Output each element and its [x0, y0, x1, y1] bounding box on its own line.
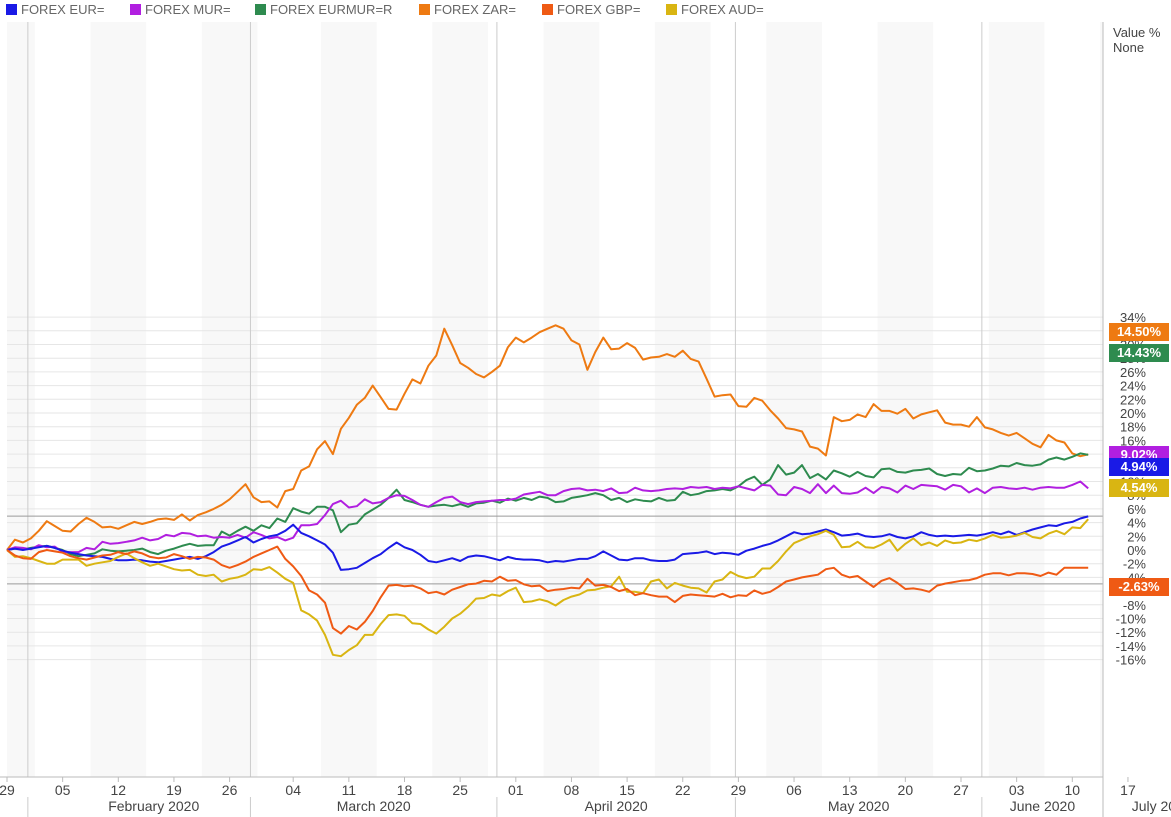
- value-axis-header: Value % None: [1113, 25, 1160, 55]
- x-tick-label: 10: [1065, 782, 1081, 798]
- x-tick-label: 08: [564, 782, 580, 798]
- y-tick-label: 24%: [1120, 379, 1146, 394]
- month-label: June 2020: [1010, 798, 1076, 814]
- end-value-tag: -2.63%: [1109, 578, 1169, 596]
- y-tick-label: 6%: [1127, 502, 1146, 517]
- y-tick-label: 4%: [1127, 516, 1146, 531]
- series-line-eurmurr: [6, 452, 1089, 558]
- legend-swatch: [255, 4, 266, 15]
- legend-label: FOREX AUD=: [681, 2, 764, 17]
- y-tick-label: 2%: [1127, 529, 1146, 544]
- legend-label: FOREX GBP=: [557, 2, 641, 17]
- x-tick-label: 22: [675, 782, 691, 798]
- x-tick-label: 18: [397, 782, 413, 798]
- month-label: May 2020: [828, 798, 890, 814]
- series-line-gbp: [6, 545, 1089, 635]
- x-tick-label: 19: [166, 782, 182, 798]
- y-tick-label: 20%: [1120, 406, 1146, 421]
- x-tick-label: 17: [1120, 782, 1136, 798]
- month-label: February 2020: [108, 798, 199, 814]
- legend-item[interactable]: FOREX MUR=: [130, 2, 231, 17]
- x-tick-label: 20: [898, 782, 914, 798]
- value-axis-mode: None: [1113, 40, 1145, 55]
- y-tick-label: 18%: [1120, 420, 1146, 435]
- y-tick-label: -16%: [1116, 653, 1147, 668]
- legend-bar: FOREX EUR= FOREX MUR= FOREX EURMUR=R FOREX …: [0, 0, 1171, 22]
- legend-item[interactable]: FOREX AUD=: [666, 2, 764, 17]
- end-value-tag: 4.54%: [1109, 479, 1169, 497]
- legend-swatch: [542, 4, 553, 15]
- y-tick-label: -10%: [1116, 612, 1147, 627]
- y-tick-label: -12%: [1116, 625, 1147, 640]
- legend-label: FOREX MUR=: [145, 2, 231, 17]
- month-label: July 2020: [1132, 798, 1171, 814]
- end-value-tag: 4.94%: [1109, 458, 1169, 476]
- series-line-aud: [6, 518, 1089, 658]
- x-tick-label: 05: [55, 782, 71, 798]
- y-tick-label: 16%: [1120, 433, 1146, 448]
- x-tick-label: 27: [953, 782, 969, 798]
- x-tick-label: 26: [222, 782, 238, 798]
- x-tick-label: 11: [342, 782, 357, 798]
- x-tick-label: 29: [731, 782, 747, 798]
- legend-item[interactable]: FOREX EURMUR=R: [255, 2, 392, 17]
- legend-label: FOREX EURMUR=R: [270, 2, 393, 17]
- value-axis-title: Value %: [1113, 25, 1161, 40]
- series-line-zar: [6, 324, 1089, 551]
- y-tick-label: -8%: [1123, 598, 1147, 613]
- x-tick-label: 04: [285, 782, 301, 798]
- x-tick-label: 12: [111, 782, 127, 798]
- y-tick-label: -14%: [1116, 639, 1147, 654]
- legend-label: FOREX ZAR=: [434, 2, 516, 17]
- x-tick-label: 01: [508, 782, 524, 798]
- y-tick-label: -2%: [1123, 557, 1147, 572]
- x-tick-label: 06: [786, 782, 802, 798]
- x-tick-label: 29: [0, 782, 15, 798]
- legend-swatch: [666, 4, 677, 15]
- legend-item[interactable]: FOREX ZAR=: [419, 2, 516, 17]
- x-tick-label: 13: [842, 782, 858, 798]
- legend-item[interactable]: FOREX EUR=: [6, 2, 104, 17]
- legend-label: FOREX EUR=: [21, 2, 105, 17]
- month-label: April 2020: [585, 798, 648, 814]
- legend-item[interactable]: FOREX GBP=: [542, 2, 640, 17]
- legend-swatch: [130, 4, 141, 15]
- month-label: March 2020: [337, 798, 411, 814]
- legend-swatch: [6, 4, 17, 15]
- y-tick-label: 0%: [1127, 543, 1146, 558]
- x-tick-label: 03: [1009, 782, 1025, 798]
- y-tick-label: 26%: [1120, 365, 1146, 380]
- y-tick-label: 22%: [1120, 392, 1146, 407]
- x-tick-label: 15: [619, 782, 635, 798]
- legend-swatch: [419, 4, 430, 15]
- end-value-tag: 14.43%: [1109, 344, 1169, 362]
- x-tick-label: 25: [452, 782, 468, 798]
- y-tick-label: 34%: [1120, 310, 1146, 325]
- end-value-tag: 14.50%: [1109, 323, 1169, 341]
- series-line-mur: [6, 480, 1089, 554]
